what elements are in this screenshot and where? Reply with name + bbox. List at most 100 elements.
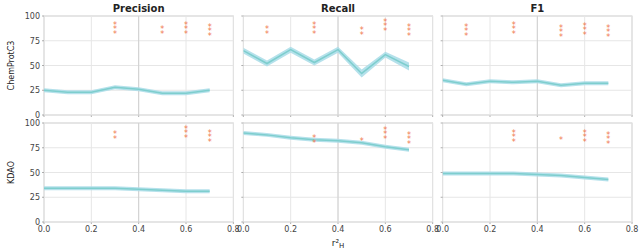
tick-label: 0.2 xyxy=(484,225,497,234)
grid-line xyxy=(138,123,139,222)
tick-label: 25 xyxy=(30,86,40,95)
reference-line xyxy=(338,123,339,222)
significance-label: ** xyxy=(312,134,316,148)
data-area xyxy=(243,16,409,115)
reference-line xyxy=(138,16,139,115)
tick-label: 75 xyxy=(30,37,40,46)
tick-label: 0.2 xyxy=(284,225,297,234)
significance-label: *** xyxy=(606,24,610,42)
tick-label: 25 xyxy=(30,193,40,202)
axis-label: ChemProtC3 xyxy=(7,41,16,91)
tick-label: 0.4 xyxy=(132,225,145,234)
tick xyxy=(441,123,443,124)
plot-frame xyxy=(44,16,233,115)
tick xyxy=(241,115,243,116)
significance-label: *** xyxy=(583,22,587,40)
significance-label: * xyxy=(559,136,563,145)
significance-label: *** xyxy=(208,23,212,41)
tick xyxy=(441,115,443,116)
tick xyxy=(241,65,243,66)
tick xyxy=(42,90,44,91)
line xyxy=(443,173,609,179)
significance-label: ** xyxy=(160,25,164,39)
panel xyxy=(42,123,233,224)
plot-frame xyxy=(443,16,632,115)
reference-line xyxy=(338,16,339,115)
tick xyxy=(241,123,243,124)
significance-label: *** xyxy=(464,23,468,41)
line xyxy=(243,50,409,74)
tick xyxy=(42,147,44,148)
significance-label: *** xyxy=(208,129,212,147)
reference-line xyxy=(138,123,139,222)
significance-label: *** xyxy=(583,129,587,147)
tick-label: 0.8 xyxy=(626,225,639,234)
axis-label: r²H xyxy=(332,238,345,250)
grid-line xyxy=(138,16,139,115)
tick-label: 0.4 xyxy=(332,225,345,234)
panel-title: Precision xyxy=(113,3,165,14)
plot-frame xyxy=(243,123,432,222)
significance-label: *** xyxy=(113,21,117,39)
tick-label: 0.6 xyxy=(578,225,591,234)
significance-label: *** xyxy=(184,125,188,143)
panel xyxy=(441,123,632,224)
tick xyxy=(241,197,243,198)
tick xyxy=(241,147,243,148)
tick xyxy=(441,172,443,173)
data-area xyxy=(44,16,210,115)
tick xyxy=(441,197,443,198)
tick-label: 0.4 xyxy=(531,225,544,234)
tick-label: 100 xyxy=(25,12,40,21)
tick xyxy=(441,90,443,91)
tick-label: 0.6 xyxy=(180,225,193,234)
tick xyxy=(241,40,243,41)
tick xyxy=(441,65,443,66)
confidence-band xyxy=(44,85,210,95)
tick xyxy=(441,16,443,17)
axis-label: KDAO xyxy=(7,161,16,184)
significance-label: *** xyxy=(312,21,316,39)
data-area xyxy=(443,123,609,222)
line xyxy=(243,133,409,150)
grid-line xyxy=(338,16,339,115)
significance-label: ** xyxy=(113,130,117,144)
tick xyxy=(241,222,243,223)
tick-label: 0 xyxy=(35,218,40,227)
reference-line xyxy=(537,16,538,115)
tick xyxy=(42,123,44,124)
panel xyxy=(441,16,632,117)
significance-label: *** xyxy=(606,131,610,149)
significance-label: *** xyxy=(407,131,411,149)
significance-label: * xyxy=(360,137,364,146)
confidence-band xyxy=(443,172,609,182)
tick xyxy=(42,172,44,173)
tick xyxy=(42,65,44,66)
tick xyxy=(241,172,243,173)
confidence-band xyxy=(243,47,409,78)
tick-label: 50 xyxy=(30,169,40,178)
tick-label: 100 xyxy=(25,119,40,128)
data-area xyxy=(243,123,409,222)
tick-label: 50 xyxy=(30,62,40,71)
significance-label: *** xyxy=(383,126,387,144)
tick xyxy=(42,115,44,116)
tick xyxy=(42,16,44,17)
tick xyxy=(241,16,243,17)
significance-label: ** xyxy=(265,25,269,39)
tick xyxy=(42,40,44,41)
confidence-band xyxy=(443,78,609,87)
significance-label: *** xyxy=(559,24,563,42)
significance-label: *** xyxy=(512,129,516,147)
plot-frame xyxy=(243,16,432,115)
plot-frame xyxy=(44,123,233,222)
tick-label: 0.2 xyxy=(85,225,98,234)
tick-label: 75 xyxy=(30,144,40,153)
grid-line xyxy=(537,16,538,115)
panel-title: F1 xyxy=(530,3,544,14)
tick xyxy=(441,147,443,148)
data-area xyxy=(443,16,609,115)
tick xyxy=(441,222,443,223)
confidence-band xyxy=(44,186,210,193)
significance-label: *** xyxy=(184,21,188,39)
